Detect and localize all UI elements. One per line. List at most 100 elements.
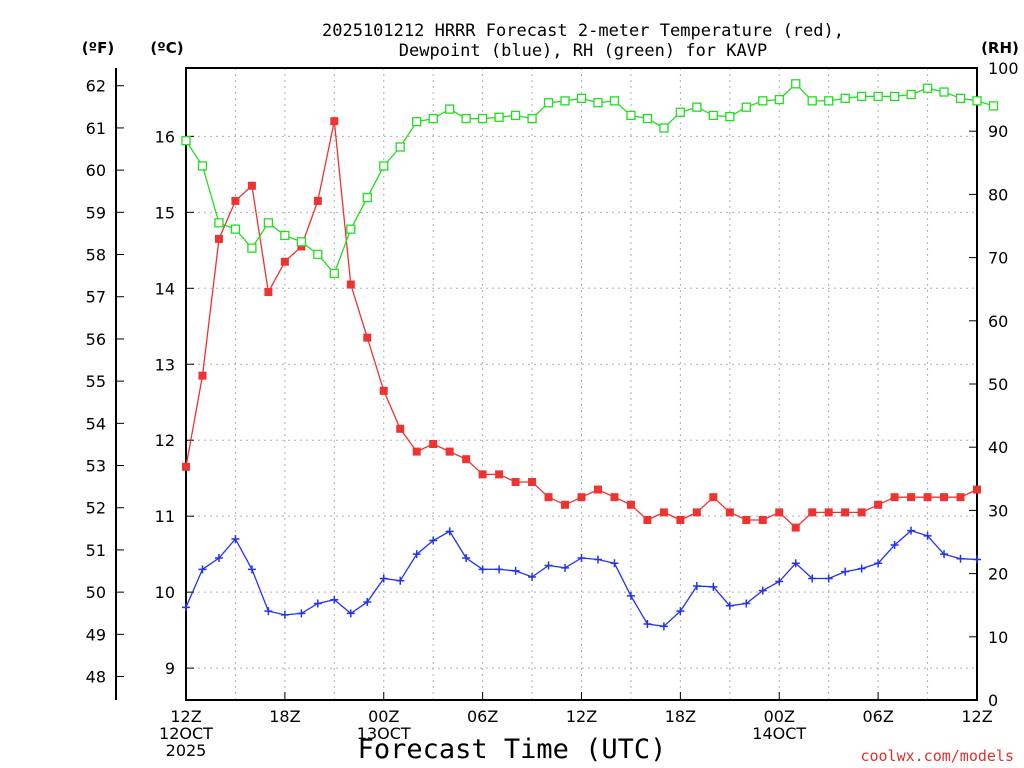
- dewpoint-marker: [577, 553, 586, 562]
- rh-marker: [527, 113, 537, 124]
- dewpoint-marker: [857, 564, 866, 573]
- rh-marker: [642, 113, 653, 124]
- temperature-marker: [824, 508, 833, 517]
- temperature-marker: [396, 424, 405, 433]
- fahrenheit-tick-label: 60: [86, 161, 106, 180]
- celsius-tick-label: 13: [155, 355, 175, 374]
- x-axis-title: Forecast Time (UTC): [358, 734, 667, 765]
- rh-marker: [626, 110, 636, 121]
- rh-marker: [791, 79, 801, 89]
- dewpoint-marker: [363, 598, 372, 607]
- x-tick-label: 12OCT: [159, 724, 213, 743]
- rh-marker: [428, 113, 438, 124]
- fahrenheit-tick-label: 55: [86, 372, 106, 391]
- temperature-marker: [561, 500, 570, 509]
- fahrenheit-tick-label: 51: [86, 541, 106, 560]
- rh-marker: [247, 243, 257, 253]
- fahrenheit-tick-label: 62: [86, 77, 106, 96]
- rh-marker: [362, 192, 372, 203]
- dewpoint-marker: [379, 574, 388, 583]
- rh-tick-label: 20: [988, 565, 1008, 584]
- dewpoint-marker: [758, 586, 767, 595]
- temperature-marker: [511, 477, 520, 486]
- dewpoint-marker: [742, 599, 751, 608]
- tick-labels: 48 49 50 51 52 53 54 55 56 57 58 59 60 61 62 9 10 11 12 13 1…: [86, 59, 1019, 760]
- x-tick-label: 13OCT: [357, 724, 411, 743]
- rh-marker: [263, 218, 274, 228]
- x-tick-label: 12Z: [170, 707, 201, 726]
- rh-marker: [675, 107, 686, 117]
- rh-marker: [477, 113, 488, 124]
- temperature-marker: [247, 181, 256, 190]
- dewpoint-marker: [495, 565, 504, 574]
- temperature-marker: [445, 447, 454, 456]
- temperature-marker: [791, 523, 800, 532]
- rh-tick-label: 80: [988, 185, 1008, 204]
- temperature-marker: [626, 500, 635, 509]
- celsius-unit-label: (ºC): [150, 39, 183, 57]
- temperature-marker: [412, 447, 421, 456]
- chart-title-line2: Dewpoint (blue), RH (green) for KAVP: [399, 41, 767, 61]
- dewpoint-marker: [940, 550, 949, 559]
- dewpoint-marker: [610, 559, 619, 568]
- rh-marker: [972, 96, 982, 106]
- temperature-marker: [610, 493, 619, 502]
- fahrenheit-unit-label: (ºF): [82, 39, 114, 57]
- credit-link[interactable]: coolwx.com/models: [860, 747, 1014, 765]
- temperature-marker: [198, 371, 207, 380]
- temperature-marker: [214, 234, 223, 243]
- temperature-marker: [182, 462, 190, 471]
- temperature-marker: [725, 508, 734, 517]
- temperature-marker: [264, 288, 273, 297]
- rh-marker: [988, 101, 999, 111]
- fahrenheit-tick-label: 56: [86, 330, 106, 349]
- temperature-marker: [956, 493, 965, 502]
- dewpoint-marker: [676, 607, 685, 616]
- rh-tick-label: 70: [988, 249, 1008, 268]
- temperature-marker: [857, 508, 866, 517]
- x-tick-label: 12Z: [961, 707, 992, 726]
- temperature-marker: [758, 515, 767, 524]
- temperature-marker: [890, 493, 899, 502]
- x-tick-label: 14OCT: [752, 724, 806, 743]
- rh-marker: [856, 91, 867, 102]
- temperature-marker: [379, 386, 388, 395]
- dewpoint-marker: [297, 609, 306, 618]
- temperature-marker: [330, 117, 339, 126]
- rh-marker: [708, 110, 718, 121]
- rh-marker: [593, 98, 603, 108]
- rh-tick-label: 30: [988, 501, 1008, 520]
- x-tick-label: 06Z: [862, 707, 893, 726]
- rh-marker: [741, 102, 751, 112]
- rh-marker: [543, 98, 554, 108]
- rh-marker: [346, 224, 356, 234]
- rh-marker: [939, 87, 949, 97]
- celsius-tick-label: 14: [155, 279, 175, 298]
- rh-tick-label: 40: [988, 438, 1008, 457]
- dewpoint-marker: [280, 610, 289, 619]
- temperature-marker: [313, 196, 322, 205]
- dewpoint-marker: [626, 591, 635, 600]
- rh-marker: [379, 161, 389, 171]
- dewpoint-marker: [775, 577, 784, 586]
- dewpoint-marker: [412, 550, 421, 559]
- x-tick-label: 18Z: [269, 707, 300, 726]
- rh-marker: [889, 91, 900, 102]
- dewpoint-marker: [313, 599, 322, 608]
- dewpoint-marker: [264, 607, 273, 616]
- rh-tick-label: 60: [988, 312, 1008, 331]
- fahrenheit-tick-label: 50: [86, 583, 106, 602]
- rh-marker: [510, 110, 521, 121]
- celsius-tick-label: 16: [155, 127, 175, 146]
- temperature-marker: [577, 493, 586, 502]
- temperature-marker: [643, 515, 652, 524]
- temperature-marker: [297, 242, 306, 251]
- fahrenheit-tick-label: 52: [86, 499, 106, 518]
- rh-marker: [560, 96, 570, 106]
- dewpoint-marker: [429, 536, 438, 545]
- rh-tick-label: 90: [988, 122, 1008, 141]
- rh-marker: [296, 237, 307, 247]
- rh-marker: [197, 161, 208, 171]
